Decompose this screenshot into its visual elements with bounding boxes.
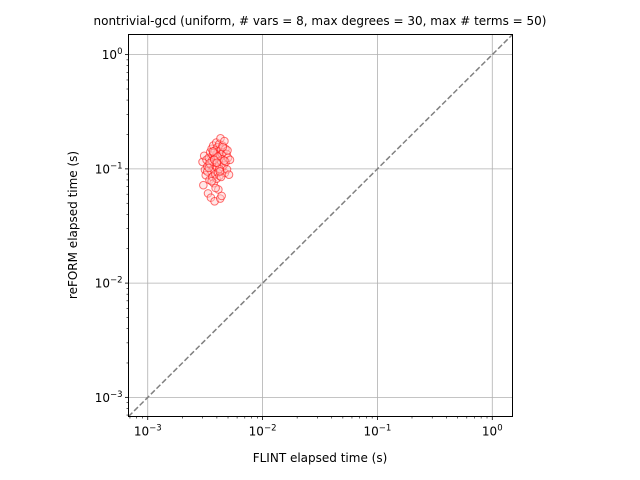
x-axis-label: FLINT elapsed time (s) <box>253 451 388 465</box>
y-tick-label-1: 10−2 <box>95 276 123 291</box>
data-point-61 <box>224 170 234 179</box>
data-point-76 <box>204 163 214 173</box>
chart-title: nontrivial-gcd (uniform, # vars = 8, max… <box>94 14 547 28</box>
data-point-1 <box>199 180 208 190</box>
reference-line-y-equals-x <box>127 33 514 418</box>
y-axis-label: reFORM elapsed time (s) <box>66 151 80 299</box>
data-points <box>198 134 235 206</box>
data-point-46 <box>217 191 226 201</box>
data-point-75 <box>208 147 218 156</box>
x-tick-label-2: 10−1 <box>364 424 392 439</box>
y-tick-label-3: 100 <box>102 47 123 62</box>
y-tick-label-0: 10−3 <box>95 390 123 405</box>
data-point-7 <box>203 189 213 198</box>
x-tick-label-3: 100 <box>482 424 503 439</box>
data-point-71 <box>218 142 228 152</box>
y-tick-label-2: 10−1 <box>95 161 123 176</box>
data-point-67 <box>211 183 220 193</box>
grid-lines <box>128 34 513 417</box>
data-point-72 <box>220 156 229 165</box>
x-tick-label-1: 10−2 <box>249 424 277 439</box>
reference-line-layer <box>127 33 514 418</box>
x-tick-label-0: 10−3 <box>134 424 162 439</box>
data-point-74 <box>212 158 222 168</box>
data-point-77 <box>215 167 225 176</box>
axis-ticks: 10−3 10−2 10−1 100 10−3 10−2 10−1 100 <box>95 47 503 438</box>
data-point-65 <box>207 176 216 186</box>
plot-frame <box>128 34 513 417</box>
